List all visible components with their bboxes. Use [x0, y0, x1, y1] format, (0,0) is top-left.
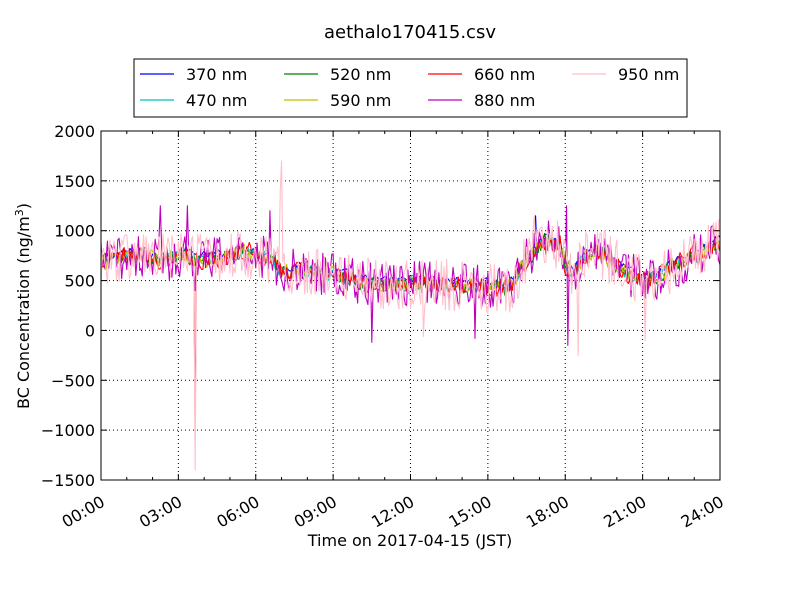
y-axis-label-end: ) [14, 203, 33, 209]
y-axis-label-superscript: 3 [13, 209, 26, 216]
y-tick-label: 1500 [54, 172, 95, 191]
x-tick-label: 24:00 [678, 492, 727, 532]
x-tick-label: 03:00 [136, 492, 185, 532]
series-layer [101, 160, 720, 471]
x-axis-label: Time on 2017-04-15 (JST) [307, 531, 512, 550]
y-tick-label: 2000 [54, 122, 95, 141]
y-axis-label: BC Concentration (ng/m3) [13, 203, 33, 409]
chart-title: aethalo170415.csv [324, 22, 496, 43]
y-tick-label: 1000 [54, 222, 95, 241]
y-axis-label-main: BC Concentration (ng/m [14, 216, 33, 409]
legend-label: 470 nm [186, 91, 247, 110]
legend: 370 nm 470 nm 520 nm 590 nm 660 nm 880 nm 950 … [133, 58, 688, 118]
x-tick-label: 21:00 [600, 492, 649, 532]
legend-label: 950 nm [618, 65, 679, 84]
x-tick-label: 15:00 [445, 492, 494, 532]
x-tick-label: 06:00 [213, 492, 262, 532]
legend-frame [133, 58, 688, 118]
y-tick-label: −1000 [41, 421, 95, 440]
x-tick-labels: 00:00 03:00 06:00 09:00 12:00 15:00 18:00 21:00… [59, 492, 727, 532]
ticks [100, 130, 721, 481]
y-tick-label: 500 [64, 272, 95, 291]
x-tick-label: 12:00 [368, 492, 417, 532]
y-tick-label: 0 [85, 321, 95, 340]
y-tick-label: −500 [51, 371, 95, 390]
y-tick-labels: −1500 −1000 −500 0 500 1000 1500 2000 [41, 122, 95, 490]
legend-label: 660 nm [474, 65, 535, 84]
legend-label: 370 nm [186, 65, 247, 84]
legend-label: 880 nm [474, 91, 535, 110]
series-line-950-nm [101, 160, 720, 471]
y-tick-label: −1500 [41, 471, 95, 490]
legend-label: 590 nm [330, 91, 391, 110]
x-tick-label: 18:00 [523, 492, 572, 532]
series-line-660-nm [101, 235, 720, 436]
x-tick-label: 09:00 [291, 492, 340, 532]
legend-label: 520 nm [330, 65, 391, 84]
x-tick-label: 00:00 [59, 492, 108, 532]
